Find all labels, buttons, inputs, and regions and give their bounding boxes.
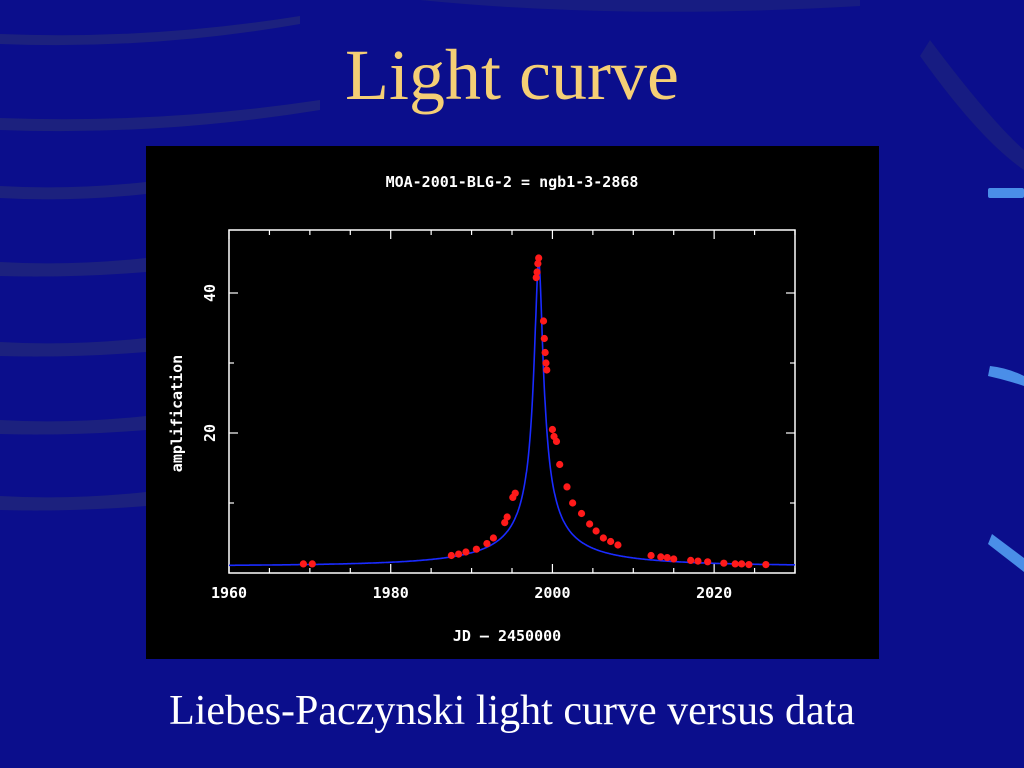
data-point (539, 317, 548, 325)
data-point (762, 561, 770, 569)
data-point (694, 557, 702, 565)
data-point (745, 561, 753, 569)
x-tick-label: 1960 (211, 584, 247, 602)
data-point (501, 519, 509, 527)
light-curve-chart: MOA-2001-BLG-2 = ngb1-3-2868 1960 1980 2000… (168, 173, 796, 645)
data-point (704, 558, 712, 566)
data-point (447, 551, 455, 560)
data-point (308, 560, 316, 568)
y-axis-label: amplification (168, 355, 186, 472)
data-point (563, 483, 571, 491)
data-point (462, 548, 470, 556)
data-point (489, 534, 498, 542)
data-point (543, 366, 551, 374)
data-point (577, 509, 586, 518)
data-point (607, 537, 615, 546)
slide-title: Light curve (345, 35, 679, 115)
data-point (731, 560, 739, 568)
data-point (569, 499, 577, 507)
data-point (592, 527, 600, 535)
data-point (472, 545, 481, 553)
data-point (534, 260, 542, 268)
data-point (614, 541, 622, 549)
data-point (647, 551, 655, 560)
y-tick-label: 20 (201, 424, 219, 442)
data-point (663, 554, 671, 562)
data-point (556, 460, 564, 469)
data-point (657, 553, 665, 561)
chart-title: MOA-2001-BLG-2 = ngb1-3-2868 (386, 173, 639, 191)
data-point (535, 254, 543, 262)
x-tick-label: 2000 (534, 584, 570, 602)
data-point (586, 520, 594, 528)
plot-frame (228, 229, 796, 574)
data-point (541, 348, 549, 357)
data-point (687, 556, 695, 564)
data-point (599, 534, 607, 542)
data-point (738, 560, 746, 568)
data-point (670, 555, 678, 563)
data-point (511, 489, 519, 497)
x-axis-label: JD – 2450000 (453, 627, 561, 645)
model-curve (229, 258, 795, 567)
data-point (552, 437, 561, 445)
data-point (540, 334, 548, 343)
data-point (503, 513, 511, 521)
x-tick-label: 2020 (696, 584, 732, 602)
data-point (455, 550, 463, 558)
data-point (533, 268, 541, 276)
data-point (542, 359, 550, 367)
data-point (548, 425, 557, 434)
data-point (720, 559, 728, 567)
data-point (299, 560, 307, 568)
x-tick-label: 1980 (373, 584, 409, 602)
slide-caption: Liebes-Paczynski light curve versus data (169, 688, 855, 734)
data-point (483, 540, 491, 548)
y-tick-label: 40 (201, 284, 219, 302)
chart-panel: MOA-2001-BLG-2 = ngb1-3-2868 1960 1980 2000… (146, 146, 879, 659)
data-point (532, 274, 540, 282)
